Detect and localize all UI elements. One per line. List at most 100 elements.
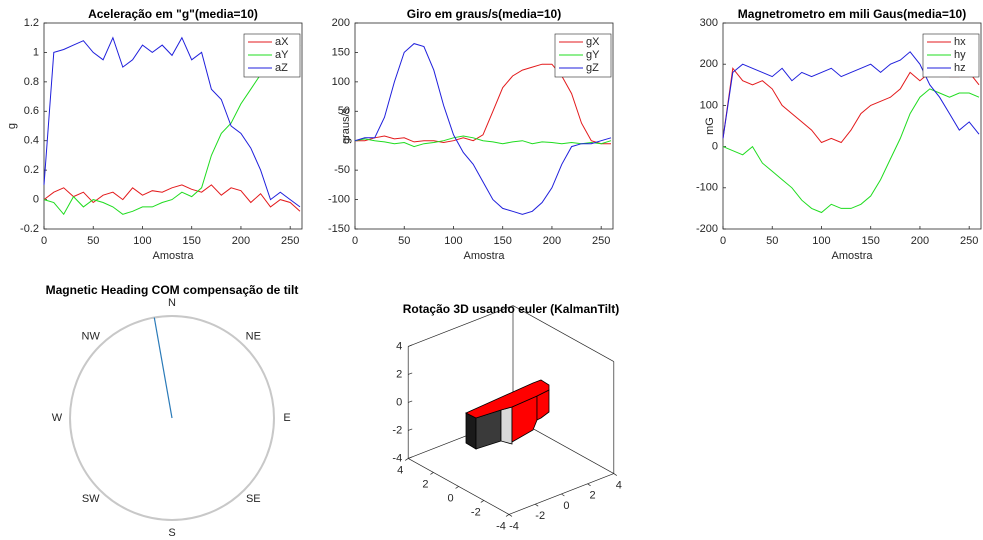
compass: Magnetic Heading COM compensação de tilt… <box>46 283 299 539</box>
chart-title: Magnetic Heading COM compensação de tilt <box>46 283 299 297</box>
y-tick-label: 100 <box>332 76 350 88</box>
x-tick-label: 100 <box>133 235 151 247</box>
x-tick-label: 200 <box>911 235 929 247</box>
x-tick-label: 250 <box>281 235 299 247</box>
z-tick <box>408 373 412 375</box>
y-tick-label: 150 <box>332 46 350 58</box>
x-tick-label: 200 <box>232 235 250 247</box>
legend-label: aZ <box>275 62 288 74</box>
z-tick <box>408 401 412 403</box>
compass-label: SW <box>82 493 100 505</box>
z-tick-label: 4 <box>396 340 402 352</box>
y-tick-label: -100 <box>696 182 718 194</box>
x-tick-label: 150 <box>494 235 512 247</box>
chart-title: Magnetrometro em mili Gaus(media=10) <box>738 7 966 21</box>
y-tick <box>506 514 509 516</box>
x-tick-label: 50 <box>766 235 778 247</box>
x-tick-label: 200 <box>543 235 561 247</box>
x-tick-label: -4 <box>509 520 519 532</box>
legend-label: hz <box>954 62 966 74</box>
x-tick-label: 150 <box>862 235 880 247</box>
x-tick <box>588 484 591 486</box>
compass-label: NE <box>246 331 261 343</box>
x-tick <box>535 504 538 506</box>
compass-label: S <box>168 527 175 539</box>
y-axis-label: g <box>6 123 18 129</box>
x-axis-label: Amostra <box>464 250 506 262</box>
x-tick-label: 100 <box>444 235 462 247</box>
chart-title: Aceleração em "g"(media=10) <box>88 7 258 21</box>
y-tick-label: 200 <box>332 17 350 29</box>
z-tick-label: -4 <box>392 452 402 464</box>
y-tick-label: 1 <box>33 46 39 58</box>
x-tick <box>561 494 564 496</box>
y-tick-label: 0 <box>33 193 39 205</box>
z-tick-label: 0 <box>396 396 402 408</box>
compass-label: E <box>283 412 290 424</box>
legend-label: aY <box>275 49 289 61</box>
y-axis-label: mG <box>704 117 716 135</box>
body-face <box>466 413 476 449</box>
y-tick-label: -50 <box>334 164 350 176</box>
legend-label: aX <box>275 36 289 48</box>
x-axis-label: Amostra <box>153 250 195 262</box>
y-tick-label: -2 <box>471 506 481 518</box>
y-tick-label: 4 <box>397 464 403 476</box>
x-tick-label: 4 <box>616 480 622 492</box>
y-tick-label: 0.2 <box>24 164 39 176</box>
compass-label: SE <box>246 493 261 505</box>
y-tick-label: 0 <box>712 141 718 153</box>
chart-title: Rotação 3D usando euler (KalmanTilt) <box>403 302 620 316</box>
x-tick <box>509 514 512 516</box>
body-face <box>501 407 512 444</box>
y-tick-label: -200 <box>696 223 718 235</box>
z-tick <box>408 457 412 459</box>
compass-label: W <box>52 412 63 424</box>
legend-label: hy <box>954 49 966 61</box>
compass-label: N <box>168 297 176 309</box>
line-chart: Giro em graus/s(media=10)Amostragraus/s0… <box>328 7 613 262</box>
x-tick <box>614 474 617 476</box>
x-tick-label: 250 <box>960 235 978 247</box>
y-tick-label: 2 <box>422 478 428 490</box>
y-tick-label: -0.2 <box>20 223 39 235</box>
x-tick-label: 250 <box>592 235 610 247</box>
compass-label: NW <box>82 331 101 343</box>
heading-needle <box>154 318 172 418</box>
line-chart: Aceleração em "g"(media=10)Amostrag05010… <box>6 7 302 262</box>
y-tick-label: -4 <box>496 520 506 532</box>
x-tick-label: 0 <box>41 235 47 247</box>
chart-title: Giro em graus/s(media=10) <box>407 7 561 21</box>
y-tick <box>405 458 408 460</box>
x-tick-label: 50 <box>398 235 410 247</box>
z-tick-label: -2 <box>392 424 402 436</box>
y-tick-label: -150 <box>328 223 350 235</box>
x-tick-label: 100 <box>812 235 830 247</box>
legend-label: gX <box>586 36 600 48</box>
y-tick-label: 0 <box>344 135 350 147</box>
y-tick <box>430 472 433 474</box>
y-tick-label: 0 <box>448 492 454 504</box>
line-chart: Magnetrometro em mili Gaus(media=10) Amos… <box>696 7 981 262</box>
x-axis-label: Amostra <box>832 250 874 262</box>
y-tick-label: 50 <box>338 105 350 117</box>
kalman-body <box>466 380 549 449</box>
y-tick <box>456 486 459 488</box>
legend-label: hx <box>954 36 966 48</box>
y-tick-label: -100 <box>328 193 350 205</box>
y-tick-label: 300 <box>700 17 718 29</box>
legend-label: gZ <box>586 62 599 74</box>
z-tick-label: 2 <box>396 368 402 380</box>
y-tick-label: 200 <box>700 58 718 70</box>
x-tick-label: 50 <box>87 235 99 247</box>
x-tick-label: 0 <box>563 500 569 512</box>
y-tick-label: 0.8 <box>24 76 39 88</box>
x-tick-label: 0 <box>720 235 726 247</box>
figure: Rotação 3D usando euler (KalmanTilt) -4 -2… <box>0 0 983 540</box>
x-tick-label: 0 <box>352 235 358 247</box>
x-tick-label: 150 <box>183 235 201 247</box>
y-tick-label: 0.4 <box>24 135 39 147</box>
x-tick-label: -2 <box>535 510 545 522</box>
